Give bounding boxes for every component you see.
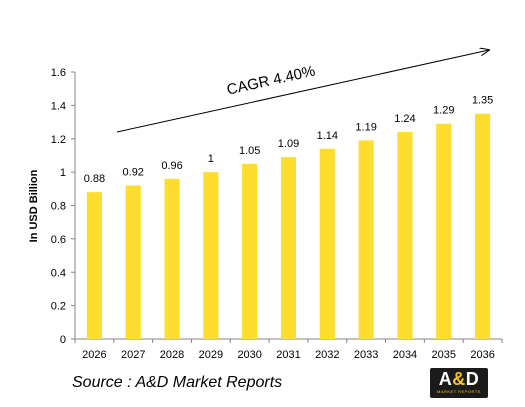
y-tick-label: 0 [60, 334, 66, 346]
y-tick-label: 1.6 [51, 67, 66, 79]
source-note: Source : A&D Market Reports [72, 374, 283, 391]
bar-value-label: 1.05 [239, 145, 260, 157]
bar-value-label: 1.14 [317, 130, 338, 142]
bar-value-label: 1.19 [355, 121, 376, 133]
y-tick-label: 1.4 [51, 100, 66, 112]
x-tick-label: 2033 [354, 349, 378, 361]
y-axis: 0 0.2 0.4 0.6 0.8 1 1.2 1.4 1.6 [51, 67, 76, 346]
bar [125, 185, 141, 339]
bars [86, 113, 491, 339]
bar-value-label: 1.35 [472, 95, 493, 107]
y-tick-label: 0.8 [51, 201, 66, 213]
bar [436, 123, 452, 339]
cagr-arrow [116, 50, 489, 133]
bar [397, 132, 413, 339]
company-logo: A&D MARKET REPORTS [430, 368, 488, 398]
bar-value-label: 1.09 [278, 138, 299, 150]
bar [164, 178, 180, 339]
x-axis: 2026 2027 2028 2029 2030 2031 2032 2033 2034 2035… [74, 338, 503, 361]
bar-value-label: 1.24 [394, 113, 415, 125]
y-axis-title: In USD Billion [28, 169, 40, 242]
bar [242, 163, 258, 339]
x-tick-label: 2029 [199, 349, 223, 361]
logo-letter-d: D [465, 369, 480, 389]
x-tick-label: 2030 [237, 349, 261, 361]
x-tick-label: 2028 [160, 349, 184, 361]
x-tick-label: 2032 [315, 349, 339, 361]
x-tick-label: 2036 [470, 349, 494, 361]
y-tick-label: 0.6 [51, 234, 66, 246]
logo-mark: A&D [430, 370, 488, 389]
x-tick-label: 2026 [82, 349, 106, 361]
x-tick-label: 2034 [393, 349, 417, 361]
logo-subtitle: MARKET REPORTS [437, 389, 481, 394]
x-tick-label: 2027 [121, 349, 145, 361]
bar [280, 157, 297, 339]
x-tick-label: 2031 [276, 349, 300, 361]
y-tick-label: 1.2 [51, 134, 66, 146]
bar [475, 113, 491, 339]
bar-value-label: 1.29 [433, 105, 454, 117]
logo-ampersand: & [452, 369, 466, 389]
cagr-annotation: CAGR 4.40% [225, 63, 317, 99]
x-tick-label: 2035 [432, 349, 456, 361]
y-tick-label: 1 [60, 167, 66, 179]
bar [358, 140, 374, 339]
data-labels: 0.88 0.92 0.96 1 1.05 1.09 1.14 1.19 1.24 1.29 1.3… [84, 95, 494, 185]
bar-value-label: 0.92 [123, 166, 144, 178]
bar-value-label: 0.96 [161, 160, 182, 172]
bar [203, 172, 219, 339]
y-tick-label: 0.2 [51, 301, 66, 313]
bar-value-label: 0.88 [84, 173, 105, 185]
bar-value-label: 1 [208, 153, 214, 165]
bar [319, 148, 335, 339]
logo-letter-a: A [438, 369, 453, 389]
y-tick-label: 0.4 [51, 267, 66, 279]
bar [86, 192, 102, 339]
